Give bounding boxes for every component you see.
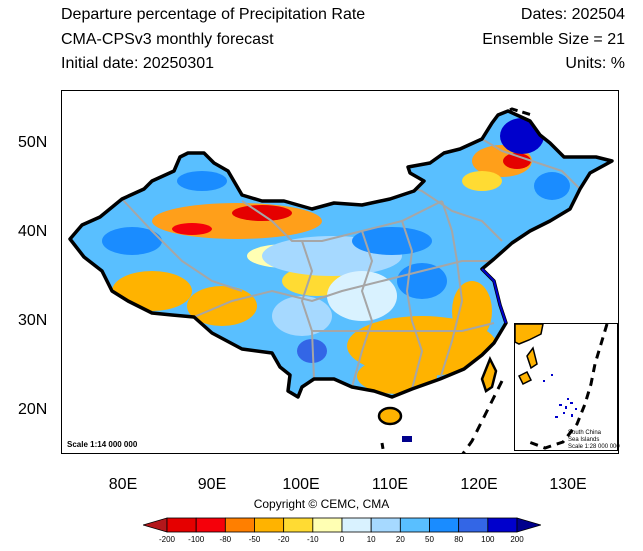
- province-boundaries: [121, 138, 581, 390]
- colorbar-cell: [487, 517, 518, 533]
- colorbar-tick-label: 0: [339, 535, 345, 544]
- lat-label-50n: 50N: [18, 134, 48, 151]
- colorbar-cell: [341, 517, 372, 533]
- copyright-notice: Copyright © CEMC, CMA: [253, 497, 390, 511]
- china-precip-map: [68, 107, 614, 453]
- lat-label-30n: 30N: [18, 312, 48, 329]
- colorbar: [143, 517, 541, 533]
- colorbar-tick-label: 80: [454, 535, 464, 544]
- colorbar-cell: [195, 517, 226, 533]
- lat-label-20n: 20N: [18, 401, 48, 418]
- colorbar-cell: [399, 517, 430, 533]
- colorbar-cell: [312, 517, 343, 533]
- units-label: Units: %: [565, 55, 625, 72]
- colorbar-cell: [143, 517, 168, 533]
- map-panel: [61, 90, 619, 454]
- east-coast-rim: [481, 268, 507, 324]
- lon-label-130e: 130E: [549, 476, 587, 493]
- colorbar-cell: [429, 517, 460, 533]
- dashed-border-ne: [497, 107, 533, 117]
- lon-label-100e: 100E: [282, 476, 320, 493]
- colorbar-tick-label: -20: [277, 535, 290, 544]
- colorbar-cell: [283, 517, 314, 533]
- model-subtitle: CMA-CPSv3 monthly forecast: [61, 31, 274, 48]
- south-china-sea-inset: [514, 323, 618, 451]
- taiwan-island: [480, 355, 498, 393]
- colorbar-cell: [254, 517, 285, 533]
- colorbar-cell: [516, 517, 541, 533]
- colorbar-tick-label: -10: [307, 535, 319, 544]
- colorbar-tick-label: -80: [219, 535, 232, 544]
- main-map-scale: Scale 1:14 000 000: [67, 440, 138, 449]
- colorbar-tick-label: 20: [395, 535, 405, 544]
- colorbar-tick-label: 100: [481, 535, 495, 544]
- lon-label-120e: 120E: [460, 476, 498, 493]
- map-title: Departure percentage of Precipitation Ra…: [61, 6, 366, 23]
- colorbar-tick-label: -100: [188, 535, 205, 544]
- colorbar-tick-label: -50: [248, 535, 261, 544]
- colorbar-tick-label: 10: [366, 535, 376, 544]
- colorbar-cell: [224, 517, 255, 533]
- sea-boundary-dashes: [461, 380, 504, 453]
- inset-islands: [543, 374, 577, 418]
- initial-date: Initial date: 20250301: [61, 55, 215, 72]
- ensemble-size: Ensemble Size = 21: [482, 31, 625, 48]
- colorbar-tick-label: -200: [158, 535, 176, 544]
- colorbar-cell: [166, 517, 197, 533]
- colorbar-tick-label: 50: [425, 535, 434, 544]
- colorbar-cell: [458, 517, 489, 533]
- hainan-island: [377, 406, 403, 426]
- lon-label-80e: 80E: [108, 476, 138, 493]
- colorbar-tick-label: 200: [510, 535, 524, 544]
- colorbar-cell: [370, 517, 401, 533]
- forecast-dates: Dates: 202504: [520, 6, 625, 23]
- lat-label-40n: 40N: [18, 223, 48, 240]
- china-border: [68, 109, 614, 399]
- lon-label-90e: 90E: [197, 476, 227, 493]
- lon-label-110e: 110E: [371, 476, 409, 493]
- inset-caption: South China Sea Islands Scale 1:28 000 0…: [568, 430, 620, 450]
- small-islands: [402, 436, 412, 442]
- inset-dashed-line: [528, 324, 609, 450]
